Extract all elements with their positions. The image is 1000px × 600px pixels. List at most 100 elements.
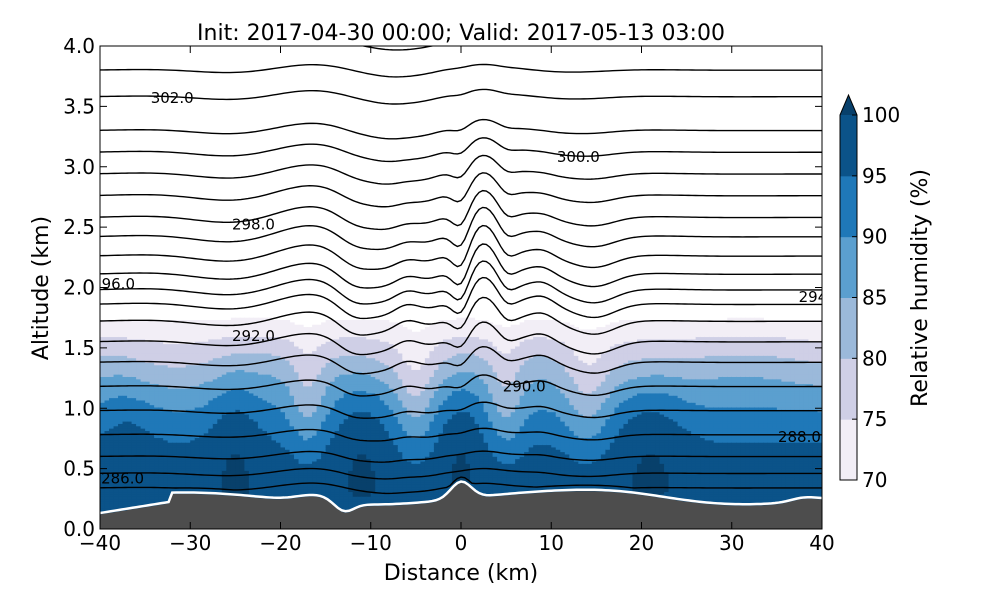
rh-cell: [334, 390, 340, 394]
rh-cell: [285, 465, 291, 469]
rh-cell: [226, 463, 232, 467]
rh-cell: [199, 423, 205, 427]
rh-cell: [181, 350, 187, 354]
rh-cell: [271, 444, 277, 448]
rh-cell: [298, 411, 304, 415]
rh-cell: [104, 444, 110, 448]
rh-cell: [131, 465, 137, 469]
rh-cell: [339, 482, 345, 485]
rh-cell: [149, 453, 155, 457]
rh-cell: [352, 500, 358, 504]
rh-cell: [275, 345, 282, 349]
rh-cell: [275, 331, 282, 335]
rh-cell: [203, 437, 209, 441]
rh-cell: [330, 460, 336, 464]
rh-cell: [321, 425, 327, 429]
rh-cell: [244, 421, 250, 424]
rh-cell: [239, 421, 245, 424]
rh-cell: [325, 477, 331, 481]
rh-cell: [127, 366, 133, 370]
rh-cell: [253, 406, 259, 410]
rh-cell: [239, 366, 245, 370]
rh-cell: [158, 484, 164, 488]
rh-cell: [235, 392, 241, 396]
rh-cell: [348, 491, 354, 495]
rh-cell: [257, 413, 264, 417]
rh-cell: [208, 338, 214, 342]
rh-cell: [248, 467, 255, 471]
rh-cell: [140, 437, 146, 441]
rh-cell: [298, 435, 304, 439]
rh-cell: [285, 341, 291, 345]
rh-cell: [127, 489, 133, 493]
rh-cell: [312, 439, 318, 443]
rh-cell: [190, 449, 196, 453]
rh-cell: [226, 449, 232, 453]
rh-cell: [285, 352, 291, 356]
rh-cell: [325, 472, 331, 476]
rh-cell: [113, 503, 119, 507]
rh-cell: [257, 432, 264, 436]
rh-cell: [285, 439, 291, 443]
rh-cell: [136, 470, 142, 474]
rh-cell: [104, 399, 110, 403]
rh-cell: [226, 486, 232, 490]
rh-cell: [239, 355, 245, 359]
rh-cell: [248, 451, 255, 455]
rh-cell: [203, 388, 209, 392]
rh-cell: [176, 397, 182, 401]
rh-cell: [307, 366, 313, 370]
rh-cell: [109, 416, 115, 420]
rh-cell: [181, 423, 187, 427]
rh-cell: [145, 381, 151, 385]
rh-cell: [307, 467, 313, 471]
rh-cell: [140, 352, 146, 356]
rh-cell: [330, 334, 336, 338]
rh-cell: [199, 355, 205, 359]
rh-cell: [280, 465, 286, 469]
rh-cell: [131, 376, 137, 380]
rh-cell: [194, 444, 200, 448]
rh-cell: [176, 338, 182, 342]
rh-cell: [248, 350, 255, 354]
rh-cell: [145, 496, 151, 500]
rh-cell: [172, 376, 178, 380]
rh-cell: [158, 348, 164, 352]
rh-cell: [167, 383, 173, 387]
rh-cell: [266, 369, 273, 373]
rh-cell: [339, 371, 345, 375]
rh-cell: [275, 411, 282, 415]
rh-cell: [239, 416, 245, 420]
rh-cell: [131, 341, 137, 345]
rh-cell: [348, 423, 354, 427]
rh-cell: [348, 442, 354, 446]
rh-cell: [289, 327, 295, 331]
rh-cell: [285, 423, 291, 427]
rh-cell: [136, 439, 142, 443]
rh-cell: [203, 428, 209, 431]
rh-cell: [294, 413, 300, 417]
rh-cell: [226, 453, 232, 457]
rh-cell: [289, 460, 295, 464]
rh-cell: [127, 430, 133, 434]
rh-cell: [221, 425, 227, 429]
rh-cell: [140, 383, 146, 387]
rh-cell: [154, 460, 160, 464]
rh-cell: [104, 446, 110, 450]
rh-cell: [285, 449, 291, 453]
rh-cell: [194, 355, 200, 359]
rh-cell: [325, 404, 331, 408]
rh-cell: [212, 444, 218, 448]
rh-cell: [262, 470, 268, 474]
rh-cell: [339, 362, 345, 366]
rh-cell: [149, 350, 155, 354]
rh-cell: [167, 465, 173, 469]
rh-cell: [194, 357, 200, 361]
rh-cell: [226, 428, 232, 431]
rh-cell: [154, 496, 160, 500]
rh-cell: [167, 395, 173, 399]
rh-cell: [307, 413, 313, 417]
rh-cell: [122, 374, 128, 377]
rh-cell: [163, 496, 169, 500]
